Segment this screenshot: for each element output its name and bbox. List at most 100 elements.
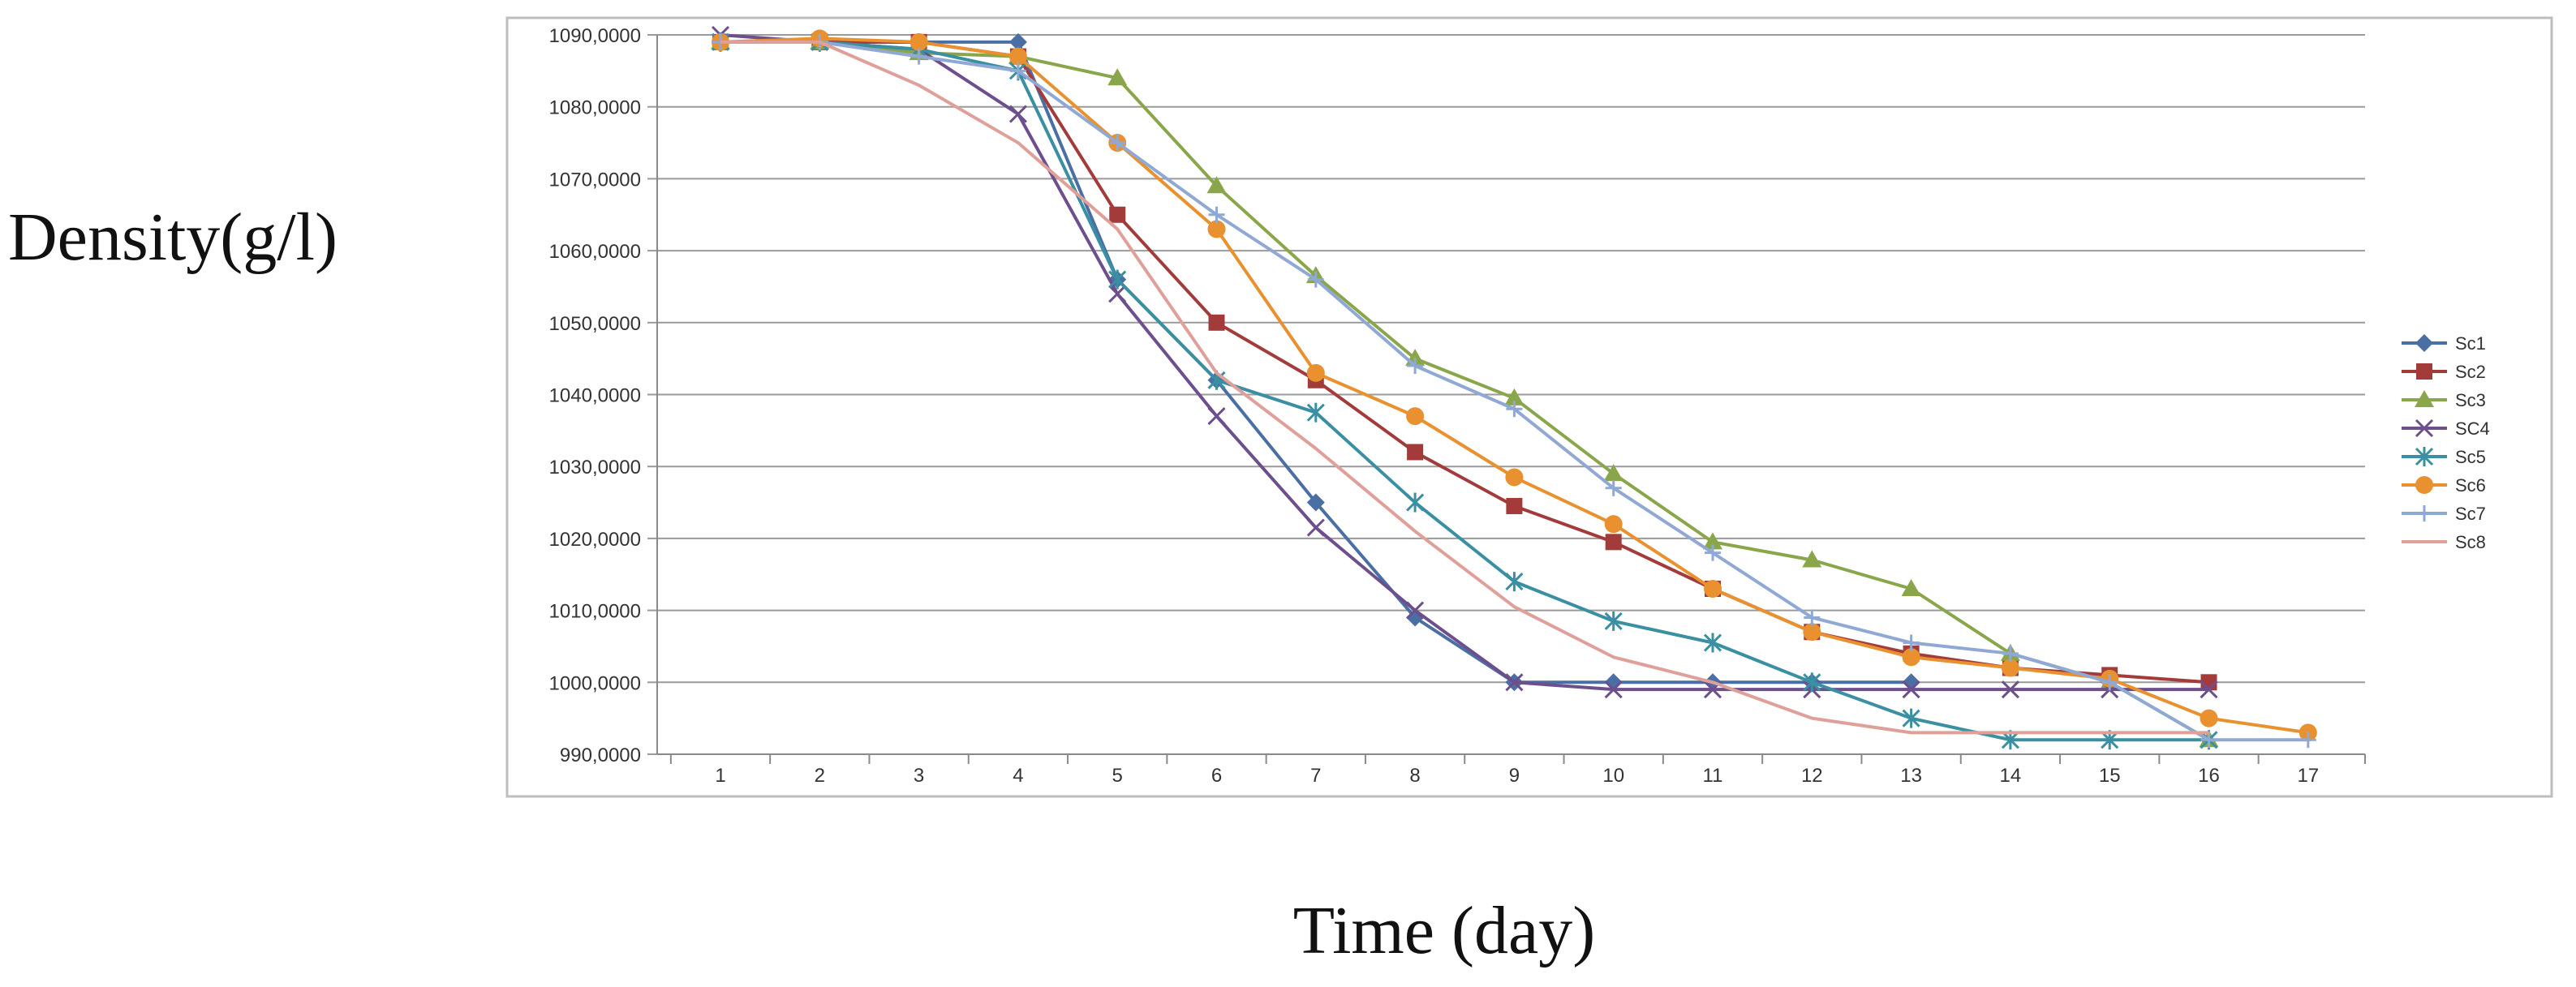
marker-stroke <box>2415 418 2434 438</box>
data-point-sc1 <box>1306 493 1325 512</box>
x-tick-labels: 1 2 3 4 5 6 7 8 9 10 11 12 13 14 15 16 17 <box>715 765 2319 787</box>
x-tick-label: 9 <box>1509 765 1520 787</box>
marker-stroke <box>1902 680 1920 699</box>
data-point-sc5 <box>1604 611 1623 631</box>
x-tick-label: 14 <box>2000 765 2022 787</box>
data-point-sc4 <box>1902 680 1920 699</box>
data-point-sc4 <box>2200 680 2218 699</box>
legend-marker <box>2415 476 2433 494</box>
data-point-sc5 <box>1803 672 1821 693</box>
y-tick-label: 1040,0000 <box>549 385 641 407</box>
data-point-sc4 <box>1008 105 1027 123</box>
x-tick-label: 2 <box>815 765 825 787</box>
y-axis-title: Density(g/l) <box>8 200 338 275</box>
data-point-sc4 <box>1207 407 1226 426</box>
data-point-sc6 <box>1803 623 1821 642</box>
y-tick-label: 990,0000 <box>560 745 641 766</box>
data-point-sc4 <box>1604 680 1623 699</box>
data-point-sc6 <box>910 32 928 51</box>
y-tick-label: 1060,0000 <box>549 241 641 263</box>
marker-stroke <box>2001 680 2019 699</box>
data-point-sc5 <box>1108 269 1127 290</box>
data-point-sc6 <box>1704 579 1722 598</box>
series-lines <box>711 25 2317 750</box>
y-tick-label: 1000,0000 <box>549 672 641 694</box>
data-point-sc7 <box>1009 62 1026 79</box>
marker-stroke <box>1306 518 1325 537</box>
legend-label: Sc6 <box>2455 475 2486 496</box>
legend-marker <box>2415 418 2434 438</box>
y-tick-label: 1010,0000 <box>549 601 641 623</box>
legend-item-sc8: Sc8 <box>2402 532 2486 552</box>
legend-item-sc5: Sc5 <box>2402 447 2486 467</box>
series-line-sc8 <box>720 40 2209 735</box>
legend: Sc1 Sc2 Sc3 SC4 Sc5 Sc6 Sc7 Sc8 <box>2402 333 2490 552</box>
marker-stroke <box>1207 407 1226 426</box>
x-tick-label: 4 <box>1013 765 1023 787</box>
x-tick-label: 5 <box>1112 765 1123 787</box>
x-tick-label: 10 <box>1602 765 1624 787</box>
data-point-sc7 <box>2299 732 2316 749</box>
legend-marker <box>2416 363 2432 380</box>
data-point-sc6 <box>1902 648 1920 667</box>
data-point-sc5 <box>1902 708 1920 728</box>
marker-stroke <box>1505 673 1524 692</box>
legend-item-sc7: Sc7 <box>2402 504 2486 524</box>
legend-item-sc1: Sc1 <box>2402 333 2486 354</box>
data-point-sc4 <box>1306 518 1325 537</box>
data-point-sc6 <box>1008 47 1027 66</box>
legend-label: Sc5 <box>2455 447 2486 467</box>
data-point-sc3 <box>1703 532 1722 550</box>
data-point-sc3 <box>1603 464 1623 482</box>
legend-label: Sc7 <box>2455 504 2486 524</box>
marker-stroke <box>1406 601 1425 620</box>
data-point-sc1 <box>1008 32 1027 51</box>
data-point-sc7 <box>1208 206 1225 223</box>
data-point-sc7 <box>1407 358 1424 375</box>
legend-label: Sc1 <box>2455 333 2486 354</box>
legend-item-sc6: Sc6 <box>2402 475 2486 496</box>
data-point-sc6 <box>1604 515 1623 534</box>
y-tick-labels: 990,0000 1000,0000 1010,0000 1020,0000 1030,… <box>549 25 641 766</box>
y-tick-label: 1030,0000 <box>549 457 641 478</box>
legend-label: Sc8 <box>2455 532 2486 552</box>
y-tick-label: 1090,0000 <box>549 25 641 47</box>
data-point-sc3 <box>1802 550 1822 568</box>
data-point-sc3 <box>1206 176 1227 194</box>
data-point-sc1 <box>1902 673 1920 692</box>
data-point-sc5 <box>1406 492 1425 513</box>
marker-stroke <box>2200 680 2218 699</box>
legend-label: SC4 <box>2455 418 2490 439</box>
data-point-sc4 <box>1108 285 1127 303</box>
legend-marker <box>2416 505 2432 521</box>
data-point-sc7 <box>2200 732 2217 749</box>
data-point-sc7 <box>1506 401 1523 418</box>
x-tick-label: 12 <box>1801 765 1823 787</box>
data-point-sc6 <box>1505 468 1524 487</box>
data-point-sc2 <box>1506 497 1523 514</box>
data-point-sc6 <box>1306 363 1325 382</box>
data-point-sc7 <box>1605 479 1622 496</box>
data-point-sc2 <box>1407 444 1424 461</box>
legend-marker <box>2415 334 2433 352</box>
legend-marker <box>2415 447 2434 466</box>
x-tick-label: 17 <box>2297 765 2319 787</box>
x-tick-label: 8 <box>1409 765 1420 787</box>
axes <box>647 34 2366 764</box>
data-point-sc7 <box>2101 674 2118 691</box>
y-tick-label: 1050,0000 <box>549 313 641 335</box>
series-sc8 <box>720 40 2209 735</box>
chart-border <box>505 16 2553 798</box>
y-tick-label: 1020,0000 <box>549 529 641 551</box>
data-point-sc5 <box>1306 402 1325 423</box>
x-tick-label: 3 <box>914 765 924 787</box>
data-point-sc2 <box>1605 534 1622 551</box>
legend-marker <box>2415 390 2434 407</box>
data-point-sc4 <box>1505 673 1524 692</box>
data-point-sc7 <box>1804 609 1821 626</box>
data-point-sc7 <box>1307 271 1324 288</box>
data-point-sc2 <box>1109 206 1126 223</box>
data-point-sc3 <box>1901 578 1921 596</box>
y-tick-label: 1070,0000 <box>549 169 641 191</box>
marker-stroke <box>1604 680 1623 699</box>
